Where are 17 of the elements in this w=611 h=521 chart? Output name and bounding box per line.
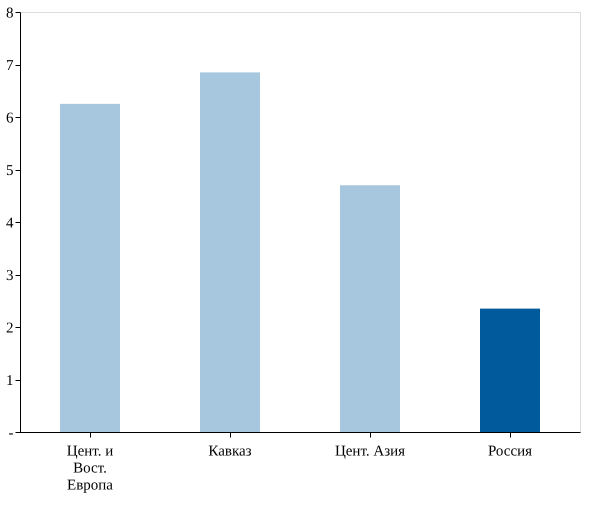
y-tick-label: - xyxy=(8,426,14,442)
y-tick-label: 3 xyxy=(6,268,14,284)
bar xyxy=(480,308,540,432)
x-tick-label: Цент. и Вост. Европа xyxy=(66,444,114,494)
x-tick-label: Цент. Азия xyxy=(334,444,406,460)
y-tick-label: 2 xyxy=(6,320,14,336)
y-tick-label: 4 xyxy=(6,216,14,232)
y-tick-label: 5 xyxy=(6,163,14,179)
bar xyxy=(60,104,120,432)
bar xyxy=(200,72,260,432)
y-tick-label: 7 xyxy=(6,58,14,74)
y-tick-label: 6 xyxy=(6,110,14,126)
y-tick-label: 8 xyxy=(6,6,14,22)
y-tick-label: 1 xyxy=(6,373,14,389)
bar xyxy=(340,185,400,432)
x-tick-label: Россия xyxy=(488,444,532,460)
x-tick-label: Кавказ xyxy=(208,444,252,460)
